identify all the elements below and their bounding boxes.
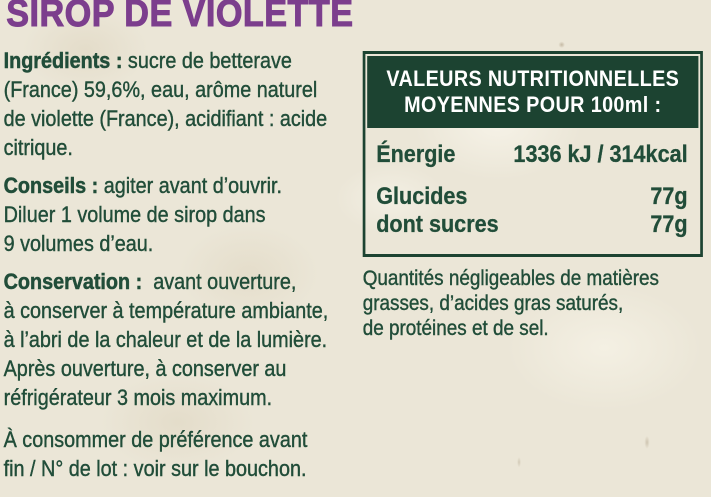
nutrition-header-line: MOYENNES POUR 100ml :	[404, 92, 662, 117]
section-label: Ingrédients :	[3, 48, 123, 74]
product-title: SIROP DE VIOLETTE	[6, 0, 354, 36]
nutrition-row: dont sucres 77g	[376, 211, 688, 239]
nutrition-table-header: VALEURS NUTRITIONNELLES MOYENNES POUR 10…	[367, 56, 699, 128]
nutrition-row: Énergie 1336 kJ / 314kcal	[376, 141, 688, 169]
nutrition-row: Glucides 77g	[376, 183, 688, 211]
nutrition-row-value: 77g	[650, 183, 688, 210]
section-label: Conseils :	[3, 173, 99, 199]
nutrition-row-label: dont sucres	[376, 211, 499, 238]
section-label: Conservation :	[3, 269, 143, 295]
info-paragraph: Conservation : avant ouverture, à conserv…	[3, 269, 329, 410]
info-paragraph: Ingrédients : sucre de betterave (France)…	[3, 48, 328, 160]
nutrition-table-body: Énergie 1336 kJ / 314kcal Glucides 77g dont …	[367, 128, 698, 252]
nutrition-column: VALEURS NUTRITIONNELLES MOYENNES POUR 10…	[363, 51, 703, 341]
nutrition-row-value: 1336 kJ / 314kcal	[513, 141, 688, 168]
nutrition-row-label: Glucides	[376, 183, 468, 210]
nutrition-header-line: VALEURS NUTRITIONNELLES	[386, 66, 680, 91]
nutrition-row-value: 77g	[650, 211, 688, 238]
nutrition-table: VALEURS NUTRITIONNELLES MOYENNES POUR 10…	[362, 51, 703, 257]
ingredients-column: Ingrédients : sucre de betterave (France)…	[3, 46, 364, 492]
info-paragraph: À consommer de préférence avant fin / N° …	[3, 427, 308, 481]
info-paragraph: Conseils : agiter avant d’ouvrir. Diluer …	[3, 173, 283, 256]
info-paragraphs: Ingrédients : sucre de betterave (France)…	[3, 46, 364, 483]
negligible-note: Quantités négligeables de matières grasse…	[362, 267, 660, 340]
nutrition-row-label: Énergie	[376, 141, 456, 168]
